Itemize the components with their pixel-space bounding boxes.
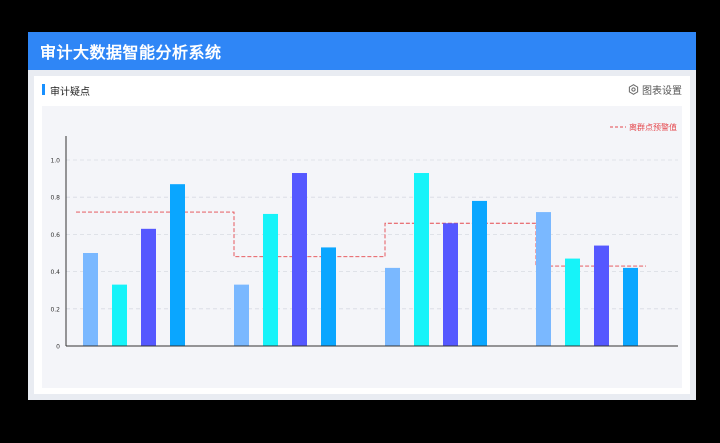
threshold-line bbox=[76, 211, 646, 267]
bar[interactable] bbox=[443, 223, 458, 346]
bar[interactable] bbox=[414, 173, 429, 346]
bar[interactable] bbox=[112, 284, 127, 346]
app-header: 审计大数据智能分析系统 bbox=[28, 32, 696, 70]
chart-settings-label: 图表设置 bbox=[642, 86, 682, 97]
app-title: 审计大数据智能分析系统 bbox=[40, 43, 222, 62]
bar[interactable] bbox=[472, 200, 487, 346]
panel-header: 审计疑点 图表设置 bbox=[34, 76, 690, 102]
bar[interactable] bbox=[292, 173, 307, 346]
chart-settings-button[interactable]: 图表设置 bbox=[628, 82, 682, 97]
y-tick-label: 0.8 bbox=[50, 195, 60, 202]
bar[interactable] bbox=[141, 228, 156, 346]
panel-title: 审计疑点 bbox=[50, 87, 90, 98]
bar[interactable] bbox=[536, 212, 551, 346]
y-tick-labels: 0 0.2 0.4 0.6 0.8 1.0 bbox=[50, 158, 60, 351]
panel-accent-bar bbox=[42, 84, 45, 95]
y-tick-label: 0.2 bbox=[50, 306, 60, 313]
bar[interactable] bbox=[263, 213, 278, 346]
bar[interactable] bbox=[83, 253, 98, 346]
bar[interactable] bbox=[170, 184, 185, 346]
threshold-path bbox=[76, 211, 646, 267]
axes bbox=[65, 136, 678, 347]
bar[interactable] bbox=[565, 258, 580, 346]
y-tick-label: 0.4 bbox=[50, 269, 60, 276]
bar[interactable] bbox=[321, 247, 336, 346]
bar[interactable] bbox=[623, 267, 638, 346]
chart-legend[interactable]: 离群点预警值 bbox=[610, 122, 677, 132]
bar[interactable] bbox=[594, 245, 609, 346]
gear-icon bbox=[628, 84, 639, 95]
audit-chart: 0 0.2 0.4 0.6 0.8 1.0 离群点预警值 bbox=[50, 122, 678, 351]
bar[interactable] bbox=[385, 267, 400, 346]
bar[interactable] bbox=[234, 284, 249, 346]
y-tick-label: 0 bbox=[56, 344, 60, 351]
app-screen: 审计大数据智能分析系统 审计疑点 图表设置 bbox=[28, 32, 696, 400]
grid-lines bbox=[66, 159, 678, 310]
bars bbox=[83, 173, 638, 346]
y-tick-label: 0.6 bbox=[50, 232, 60, 239]
legend-threshold-label: 离群点预警值 bbox=[629, 122, 677, 132]
audit-panel: 审计疑点 图表设置 bbox=[34, 76, 690, 394]
chart-area: 0 0.2 0.4 0.6 0.8 1.0 离群点预警值 bbox=[42, 106, 682, 388]
y-tick-label: 1.0 bbox=[50, 158, 60, 165]
